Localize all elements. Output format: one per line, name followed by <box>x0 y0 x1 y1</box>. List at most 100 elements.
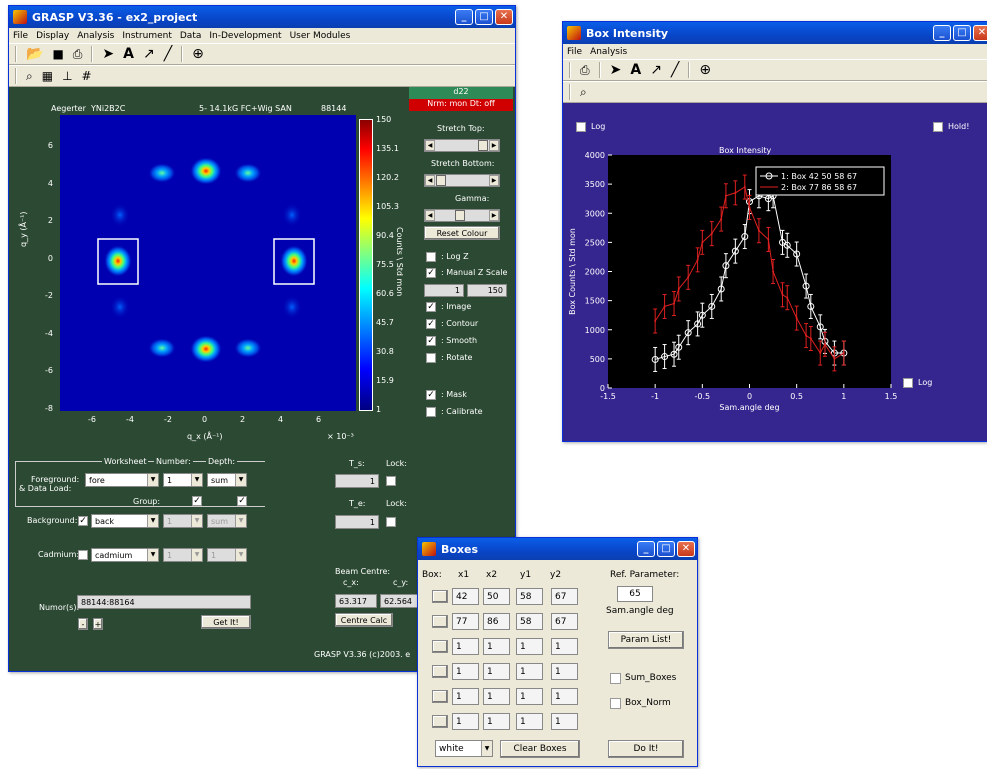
box-coord-field[interactable]: 1 <box>483 688 510 705</box>
te-field[interactable]: 1 <box>335 515 379 529</box>
slider-thumb[interactable] <box>478 140 488 151</box>
reset-colour-button[interactable]: Reset Colour <box>424 226 500 240</box>
minimize-button[interactable]: _ <box>933 25 951 41</box>
foreground-select[interactable]: fore ▼ <box>85 473 159 487</box>
cx-field[interactable]: 63.317 <box>335 594 377 608</box>
cadmium-depth-select[interactable]: 1 ▼ <box>207 548 247 562</box>
box-intensity-chart[interactable]: -1.5 -1 -0.5 0 0.5 1 1.5 0 500 1000 1500 2000 2500 30… <box>563 103 987 441</box>
gamma-slider[interactable]: ◀ ▶ <box>424 209 500 222</box>
zoom-tool-icon[interactable]: ⌕ <box>26 68 33 83</box>
param-list-button[interactable]: Param List! <box>608 631 684 649</box>
te-lock-checkbox[interactable] <box>386 517 396 527</box>
menu-instrument[interactable]: Instrument <box>122 30 172 41</box>
table-icon[interactable]: # <box>81 69 92 83</box>
text-icon[interactable]: A <box>123 46 134 62</box>
chevron-down-icon[interactable]: ▼ <box>235 515 246 527</box>
chevron-down-icon[interactable]: ▼ <box>235 549 246 561</box>
box-select-button[interactable] <box>432 690 448 703</box>
box-coord-field[interactable]: 1 <box>551 663 578 680</box>
box-coord-field[interactable]: 1 <box>516 688 543 705</box>
cadmium-number-select[interactable]: 1 ▼ <box>163 548 203 562</box>
box-coord-field[interactable]: 67 <box>551 613 578 630</box>
ref-parameter-field[interactable]: 65 <box>617 586 653 602</box>
box-coord-field[interactable]: 1 <box>452 688 479 705</box>
box-select-button[interactable] <box>432 640 448 653</box>
box-coord-field[interactable]: 1 <box>452 663 479 680</box>
menu-user-modules[interactable]: User Modules <box>289 30 351 41</box>
box-coord-field[interactable]: 86 <box>483 613 510 630</box>
close-button[interactable]: ✕ <box>677 541 695 557</box>
menu-data[interactable]: Data <box>179 30 202 41</box>
box-coord-field[interactable]: 1 <box>483 663 510 680</box>
stretch-bottom-slider[interactable]: ◀ ▶ <box>424 174 500 187</box>
box-coord-field[interactable]: 1 <box>516 663 543 680</box>
text-icon[interactable]: A <box>630 62 642 78</box>
box-coord-field[interactable]: 1 <box>551 638 578 655</box>
chevron-down-icon[interactable]: ▼ <box>191 515 202 527</box>
close-button[interactable]: ✕ <box>973 25 987 41</box>
line-icon[interactable]: ╱ <box>163 46 173 62</box>
box-coord-field[interactable]: 1 <box>483 713 510 730</box>
calibrate-checkbox[interactable] <box>426 407 436 417</box>
box-coord-field[interactable]: 1 <box>551 688 578 705</box>
chevron-down-icon[interactable]: ▼ <box>147 474 158 486</box>
chevron-down-icon[interactable]: ▼ <box>481 741 492 756</box>
maximize-button[interactable]: □ <box>953 25 971 41</box>
cadmium-select[interactable]: cadmium ▼ <box>91 548 159 562</box>
box-coord-field[interactable]: 58 <box>516 588 543 605</box>
slider-left-arrow-icon[interactable]: ◀ <box>425 210 435 221</box>
box-coord-field[interactable]: 1 <box>483 638 510 655</box>
slider-left-arrow-icon[interactable]: ◀ <box>425 175 435 186</box>
contour-checkbox[interactable]: ✓ <box>426 319 436 329</box>
ts-lock-checkbox[interactable] <box>386 476 396 486</box>
box-coord-field[interactable]: 1 <box>452 713 479 730</box>
minimize-button[interactable]: _ <box>455 9 473 25</box>
slider-thumb[interactable] <box>436 175 446 186</box>
menu-in-development[interactable]: In-Development <box>209 30 282 41</box>
line-icon[interactable]: ╱ <box>670 62 680 78</box>
close-button[interactable]: ✕ <box>495 9 513 25</box>
cy-field[interactable]: 62.564 <box>380 594 422 608</box>
logz-checkbox[interactable] <box>426 252 436 262</box>
arrow-icon[interactable]: ↗ <box>650 62 662 78</box>
menu-file[interactable]: File <box>13 30 29 41</box>
log-x-checkbox[interactable] <box>903 378 913 388</box>
zoom-tool-icon[interactable]: ⌕ <box>580 84 587 99</box>
chevron-down-icon[interactable]: ▼ <box>147 515 158 527</box>
box-coord-field[interactable]: 58 <box>516 613 543 630</box>
axes-icon[interactable]: ⊥ <box>62 69 73 83</box>
image-checkbox[interactable]: ✓ <box>426 302 436 312</box>
sum-boxes-checkbox[interactable] <box>610 673 621 684</box>
rotate-checkbox[interactable] <box>426 353 436 363</box>
menu-file[interactable]: File <box>567 46 583 57</box>
slider-left-arrow-icon[interactable]: ◀ <box>425 140 435 151</box>
foreground-number-select[interactable]: 1 ▼ <box>163 473 203 487</box>
detector-image[interactable] <box>60 115 356 411</box>
chevron-down-icon[interactable]: ▼ <box>191 549 202 561</box>
box-coord-field[interactable]: 1 <box>516 638 543 655</box>
zoom-icon[interactable]: ⊕ <box>699 62 712 78</box>
box-coord-field[interactable]: 67 <box>551 588 578 605</box>
slider-right-arrow-icon[interactable]: ▶ <box>489 210 499 221</box>
z-max-field[interactable]: 150 <box>467 284 507 297</box>
chevron-down-icon[interactable]: ▼ <box>191 474 202 486</box>
ts-field[interactable]: 1 <box>335 474 379 488</box>
chevron-down-icon[interactable]: ▼ <box>235 474 246 486</box>
print-icon[interactable]: ⎙ <box>72 46 83 61</box>
background-checkbox[interactable]: ✓ <box>78 516 88 526</box>
mask-checkbox[interactable]: ✓ <box>426 390 436 400</box>
box-norm-checkbox[interactable] <box>610 698 621 709</box>
background-select[interactable]: back ▼ <box>91 514 159 528</box>
box-coord-field[interactable]: 42 <box>452 588 479 605</box>
centre-calc-button[interactable]: Centre Calc <box>335 613 393 627</box>
numor-increment-button[interactable]: + <box>93 618 103 630</box>
slider-right-arrow-icon[interactable]: ▶ <box>489 175 499 186</box>
numors-field[interactable]: 88144:88164 <box>77 595 251 609</box>
smooth-checkbox[interactable]: ✓ <box>426 336 436 346</box>
slider-thumb[interactable] <box>455 210 465 221</box>
slider-right-arrow-icon[interactable]: ▶ <box>489 140 499 151</box>
do-it-button[interactable]: Do It! <box>608 740 684 758</box>
background-depth-select[interactable]: sum ▼ <box>207 514 247 528</box>
box-coord-field[interactable]: 1 <box>452 638 479 655</box>
menu-analysis[interactable]: Analysis <box>77 30 115 41</box>
